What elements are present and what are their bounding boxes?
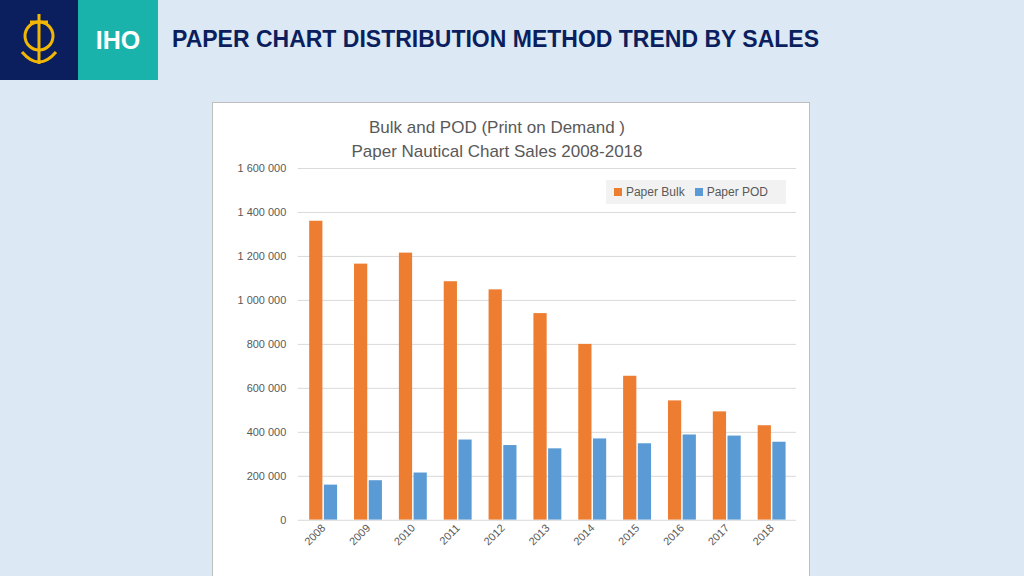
html-text:Paper POD: Paper POD <box>706 185 768 199</box>
svg-text:1 400 000: 1 400 000 <box>238 206 287 218</box>
svg-text:2015: 2015 <box>616 522 642 548</box>
svg-text:2008: 2008 <box>302 522 328 548</box>
svg-text:2011: 2011 <box>437 522 462 547</box>
svg-text:2018: 2018 <box>750 522 776 548</box>
svg-text:0: 0 <box>280 514 286 526</box>
html-text:Paper Bulk: Paper Bulk <box>625 185 685 199</box>
svg-text:2014: 2014 <box>571 522 597 548</box>
svg-text:800 000: 800 000 <box>247 338 287 350</box>
svg-text:2010: 2010 <box>392 522 418 548</box>
html-text:IHO: IHO <box>95 26 141 54</box>
html-text:Paper Nautical Chart Sales 200: Paper Nautical Chart Sales 2008-2018 <box>351 142 643 161</box>
html-text:Bulk and POD (Print on Demand: Bulk and POD (Print on Demand ) <box>369 118 625 137</box>
svg-text:1 600 000: 1 600 000 <box>238 162 287 174</box>
svg-text:600 000: 600 000 <box>247 382 287 394</box>
html-text:PAPER CHART DISTRIBUTION METHO: PAPER CHART DISTRIBUTION METHOD TREND BY… <box>172 26 819 52</box>
svg-text:2009: 2009 <box>347 522 373 548</box>
svg-text:200 000: 200 000 <box>247 470 287 482</box>
svg-text:2017: 2017 <box>705 522 731 548</box>
svg-text:1 000 000: 1 000 000 <box>238 294 287 306</box>
svg-text:2016: 2016 <box>661 522 687 548</box>
svg-text:1 200 000: 1 200 000 <box>238 250 287 262</box>
svg-text:2013: 2013 <box>526 522 552 548</box>
svg-text:400 000: 400 000 <box>247 426 287 438</box>
svg-text:2012: 2012 <box>481 522 507 548</box>
